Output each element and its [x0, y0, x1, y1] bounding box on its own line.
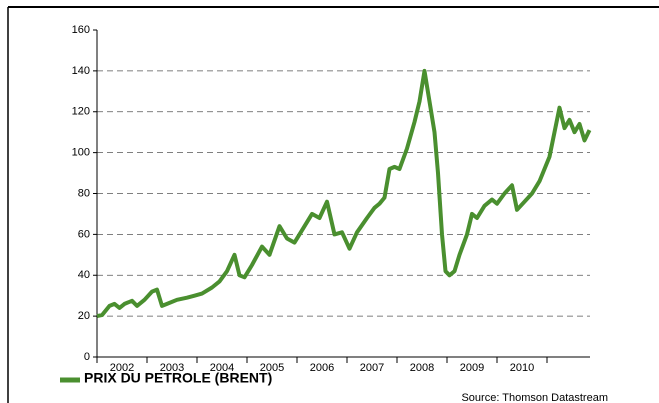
- y-tick-label: 0: [84, 351, 90, 363]
- y-tick-label: 120: [72, 106, 90, 118]
- y-tick-label: 100: [72, 147, 90, 159]
- y-tick-label: 40: [78, 269, 90, 281]
- x-tick-label: 2005: [260, 362, 284, 374]
- source: Source: Thomson Datastream: [461, 392, 608, 403]
- x-tick-label: 2003: [160, 362, 184, 374]
- x-tick-label: 2007: [360, 362, 384, 374]
- legend-label: PRIX DU PETROLE (BRENT): [84, 370, 272, 386]
- x-tick-label: 2009: [460, 362, 484, 374]
- y-tick-label: 140: [72, 65, 90, 77]
- x-tick-label: 2010: [510, 362, 534, 374]
- price-line: [96, 68, 592, 319]
- x-tick-label: 2008: [410, 362, 434, 374]
- y-tick-label: 20: [78, 310, 90, 322]
- x-tick-label: 2002: [110, 362, 134, 374]
- y-tick-label: 60: [78, 228, 90, 240]
- y-tick-label: 80: [78, 187, 90, 199]
- y-tick-label: 160: [72, 24, 90, 36]
- x-tick-label: 2004: [210, 362, 234, 374]
- x-tick-label: 2006: [310, 362, 334, 374]
